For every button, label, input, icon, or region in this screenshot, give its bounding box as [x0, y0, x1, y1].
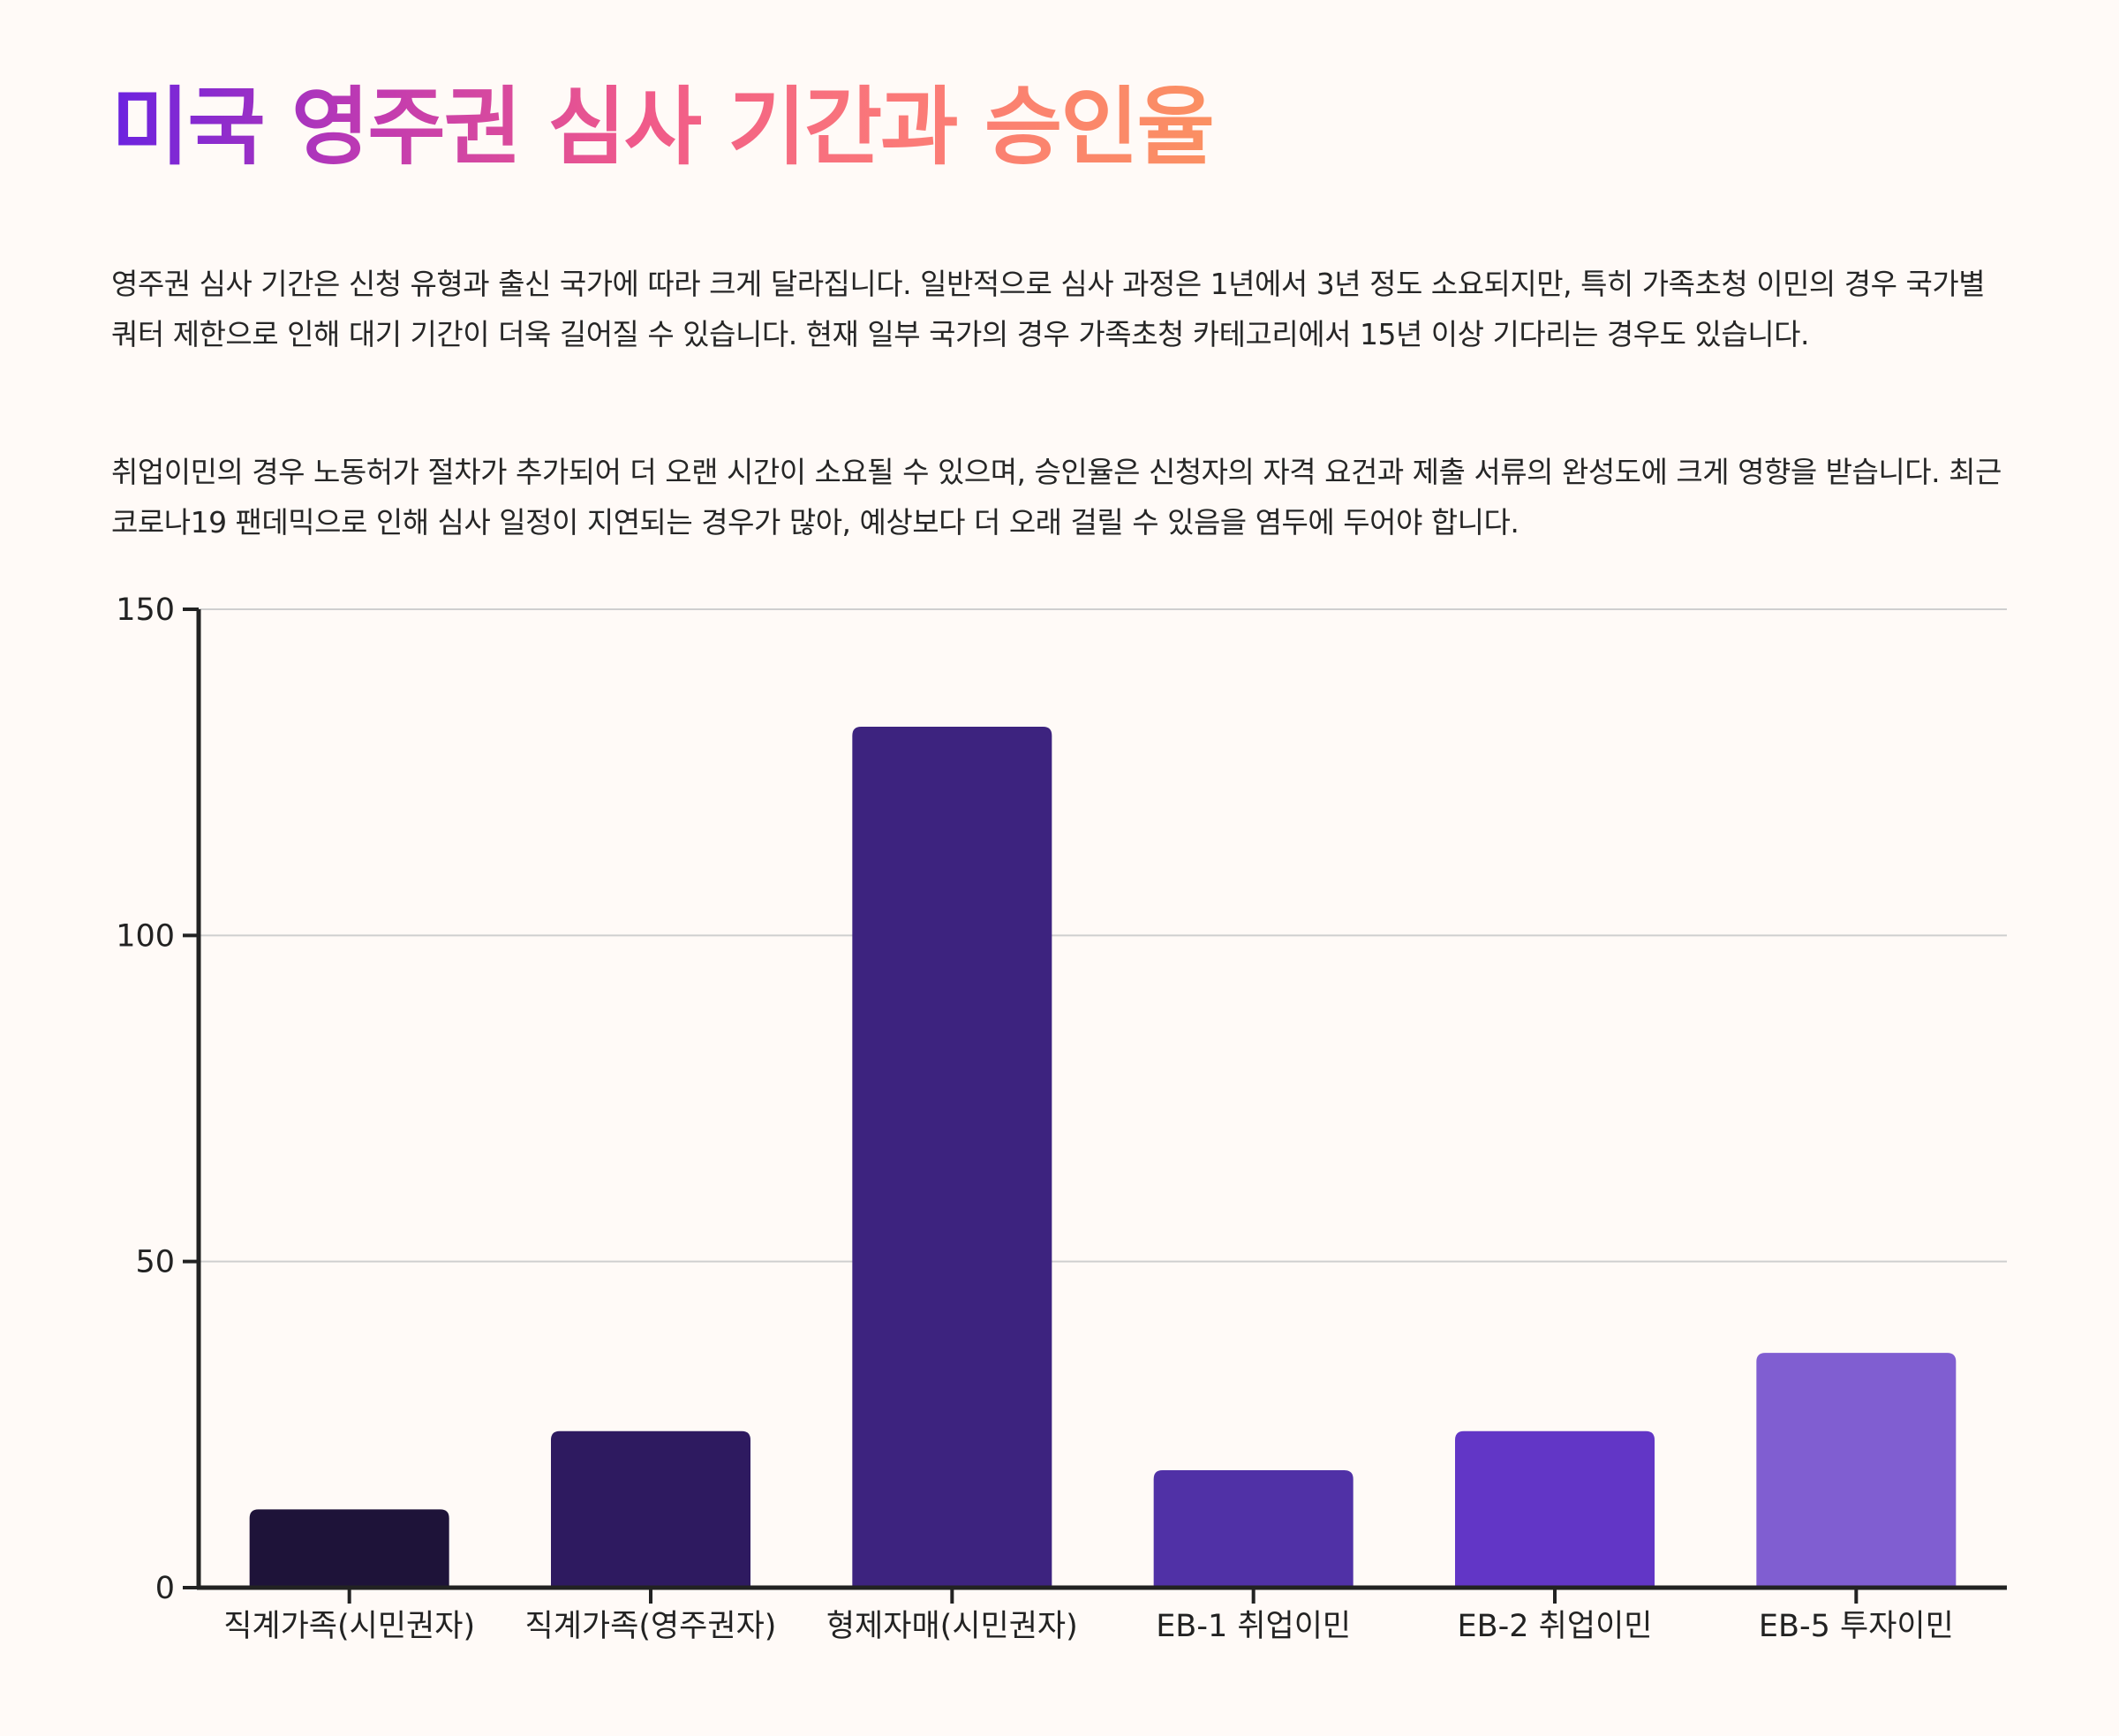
y-tick-label: 100 [116, 918, 175, 954]
bar[interactable] [1455, 1430, 1655, 1588]
axes [196, 609, 2007, 1590]
intro-paragraph-1: 영주권 심사 기간은 신청 유형과 출신 국가에 따라 크게 달라집니다. 일반… [111, 267, 1986, 351]
y-ticks: 0 50 100 150 [116, 593, 199, 1606]
x-tick-label: 직계가족(영주권자) [525, 1609, 777, 1644]
y-tick-label: 150 [116, 593, 175, 628]
bar[interactable] [1756, 1353, 1957, 1588]
x-tick-label: 직계가족(시민권자) [223, 1609, 475, 1644]
x-tick-label: EB-1 취업이민 [1156, 1609, 1351, 1644]
bar[interactable] [551, 1430, 750, 1588]
y-tick-label: 0 [155, 1571, 175, 1606]
y-tick-label: 50 [135, 1245, 175, 1280]
bar[interactable] [852, 726, 1052, 1588]
x-tick-label: EB-2 취업이민 [1458, 1609, 1653, 1644]
x-ticks: 직계가족(시민권자) 직계가족(영주권자) 형제자매(시민권자) EB-1 취업이민 E… [223, 1588, 1954, 1644]
x-tick-label: EB-5 투자이민 [1759, 1609, 1954, 1644]
page-title: 미국 영주권 심사 기간과 승인율 [111, 74, 1215, 180]
bars [249, 726, 1957, 1588]
x-tick-label: 형제자매(시민권자) [826, 1609, 1078, 1644]
intro-paragraph-2: 취업이민의 경우 노동허가 절차가 추가되어 더 오랜 시간이 소요될 수 있으… [111, 455, 2002, 540]
grid-lines [199, 608, 2007, 1263]
bar[interactable] [249, 1509, 449, 1588]
bar[interactable] [1153, 1470, 1354, 1588]
